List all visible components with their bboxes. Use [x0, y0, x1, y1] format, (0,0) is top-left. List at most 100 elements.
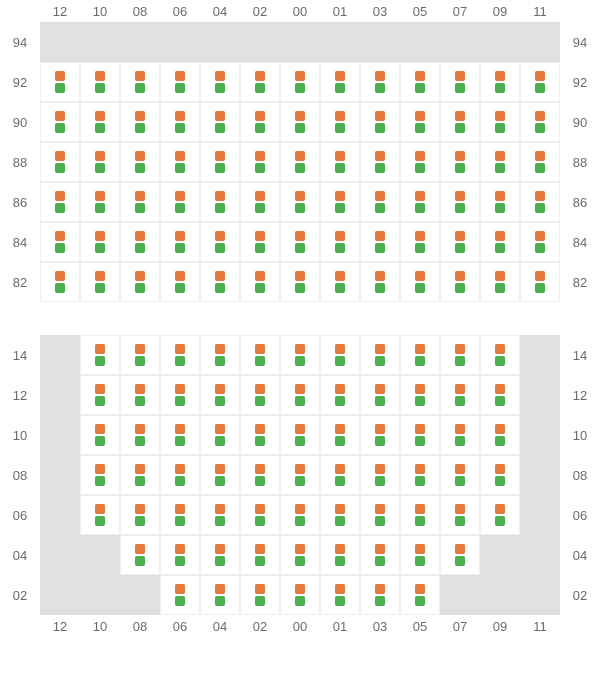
- seat[interactable]: [480, 375, 520, 415]
- seat[interactable]: [160, 102, 200, 142]
- seat[interactable]: [200, 335, 240, 375]
- seat[interactable]: [200, 222, 240, 262]
- seat[interactable]: [280, 495, 320, 535]
- seat[interactable]: [520, 62, 560, 102]
- seat[interactable]: [240, 415, 280, 455]
- seat[interactable]: [160, 455, 200, 495]
- seat[interactable]: [160, 182, 200, 222]
- seat[interactable]: [480, 335, 520, 375]
- seat[interactable]: [480, 182, 520, 222]
- seat[interactable]: [320, 415, 360, 455]
- seat[interactable]: [520, 222, 560, 262]
- seat[interactable]: [40, 262, 80, 302]
- seat[interactable]: [160, 375, 200, 415]
- seat[interactable]: [440, 62, 480, 102]
- seat[interactable]: [360, 142, 400, 182]
- seat[interactable]: [280, 182, 320, 222]
- seat[interactable]: [440, 262, 480, 302]
- seat[interactable]: [400, 575, 440, 615]
- seat[interactable]: [160, 575, 200, 615]
- seat[interactable]: [160, 262, 200, 302]
- seat[interactable]: [160, 415, 200, 455]
- seat[interactable]: [480, 222, 520, 262]
- seat[interactable]: [280, 222, 320, 262]
- seat[interactable]: [120, 455, 160, 495]
- seat[interactable]: [200, 62, 240, 102]
- seat[interactable]: [360, 182, 400, 222]
- seat[interactable]: [280, 455, 320, 495]
- seat[interactable]: [200, 375, 240, 415]
- seat[interactable]: [40, 62, 80, 102]
- seat[interactable]: [240, 142, 280, 182]
- seat[interactable]: [120, 142, 160, 182]
- seat[interactable]: [280, 415, 320, 455]
- seat[interactable]: [160, 335, 200, 375]
- seat[interactable]: [400, 262, 440, 302]
- seat[interactable]: [80, 222, 120, 262]
- seat[interactable]: [200, 575, 240, 615]
- seat[interactable]: [160, 222, 200, 262]
- seat[interactable]: [80, 415, 120, 455]
- seat[interactable]: [80, 102, 120, 142]
- seat[interactable]: [200, 415, 240, 455]
- seat[interactable]: [200, 495, 240, 535]
- seat[interactable]: [280, 142, 320, 182]
- seat[interactable]: [80, 455, 120, 495]
- seat[interactable]: [360, 375, 400, 415]
- seat[interactable]: [440, 535, 480, 575]
- seat[interactable]: [280, 262, 320, 302]
- seat[interactable]: [320, 455, 360, 495]
- seat[interactable]: [120, 262, 160, 302]
- seat[interactable]: [320, 262, 360, 302]
- seat[interactable]: [320, 102, 360, 142]
- seat[interactable]: [200, 262, 240, 302]
- seat[interactable]: [480, 495, 520, 535]
- seat[interactable]: [480, 102, 520, 142]
- seat[interactable]: [320, 142, 360, 182]
- seat[interactable]: [480, 262, 520, 302]
- seat[interactable]: [240, 102, 280, 142]
- seat[interactable]: [240, 375, 280, 415]
- seat[interactable]: [520, 142, 560, 182]
- seat[interactable]: [400, 335, 440, 375]
- seat[interactable]: [320, 62, 360, 102]
- seat[interactable]: [400, 415, 440, 455]
- seat[interactable]: [440, 455, 480, 495]
- seat[interactable]: [520, 102, 560, 142]
- seat[interactable]: [160, 142, 200, 182]
- seat[interactable]: [320, 495, 360, 535]
- seat[interactable]: [320, 375, 360, 415]
- seat[interactable]: [360, 575, 400, 615]
- seat[interactable]: [80, 142, 120, 182]
- seat[interactable]: [80, 182, 120, 222]
- seat[interactable]: [120, 222, 160, 262]
- seat[interactable]: [400, 375, 440, 415]
- seat[interactable]: [360, 102, 400, 142]
- seat[interactable]: [240, 335, 280, 375]
- seat[interactable]: [40, 102, 80, 142]
- seat[interactable]: [440, 222, 480, 262]
- seat[interactable]: [280, 375, 320, 415]
- seat[interactable]: [320, 575, 360, 615]
- seat[interactable]: [520, 262, 560, 302]
- seat[interactable]: [280, 62, 320, 102]
- seat[interactable]: [360, 335, 400, 375]
- seat[interactable]: [280, 102, 320, 142]
- seat[interactable]: [280, 535, 320, 575]
- seat[interactable]: [320, 535, 360, 575]
- seat[interactable]: [40, 142, 80, 182]
- seat[interactable]: [120, 375, 160, 415]
- seat[interactable]: [240, 535, 280, 575]
- seat[interactable]: [240, 495, 280, 535]
- seat[interactable]: [360, 62, 400, 102]
- seat[interactable]: [520, 182, 560, 222]
- seat[interactable]: [400, 455, 440, 495]
- seat[interactable]: [240, 262, 280, 302]
- seat[interactable]: [320, 222, 360, 262]
- seat[interactable]: [400, 102, 440, 142]
- seat[interactable]: [120, 535, 160, 575]
- seat[interactable]: [200, 535, 240, 575]
- seat[interactable]: [440, 142, 480, 182]
- seat[interactable]: [440, 182, 480, 222]
- seat[interactable]: [360, 455, 400, 495]
